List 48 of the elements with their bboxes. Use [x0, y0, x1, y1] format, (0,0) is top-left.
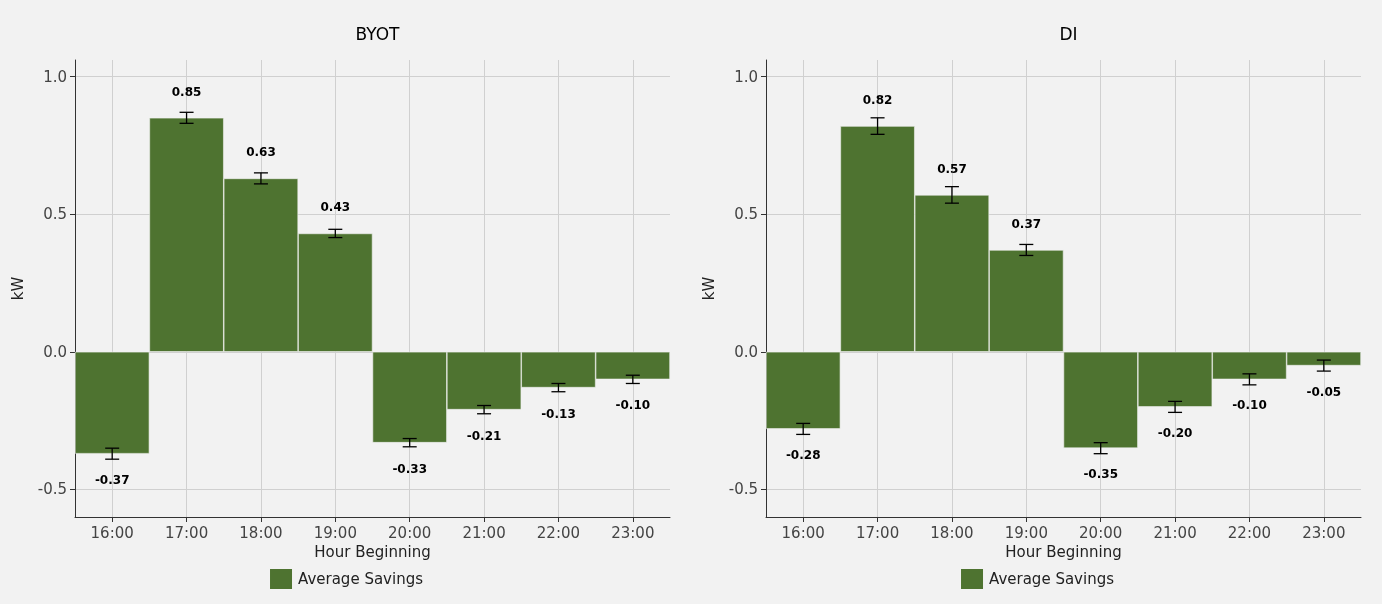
x-tick-label: 23:00: [1302, 523, 1346, 542]
data-label: -0.13: [541, 406, 576, 421]
x-tick-label: 19:00: [313, 523, 357, 542]
data-label: -0.21: [466, 428, 502, 443]
y-tick-label: 1.0: [734, 67, 758, 86]
y-axis-title: kW: [699, 276, 718, 301]
x-axis-title: Hour Beginning: [1005, 543, 1122, 562]
y-tick-label: 0.0: [734, 342, 758, 361]
data-label: -0.20: [1157, 425, 1193, 440]
x-tick-label: 19:00: [1004, 523, 1048, 542]
y-tick-label: 0.0: [43, 342, 67, 361]
x-tick-label: 17:00: [855, 523, 900, 542]
data-label: -0.10: [1232, 398, 1267, 413]
x-tick-label: 18:00: [239, 523, 283, 542]
x-axis-title: Hour Beginning: [314, 543, 431, 562]
data-label: 0.82: [862, 93, 893, 108]
data-label: 0.37: [1011, 216, 1042, 231]
x-tick-label: 21:00: [462, 523, 506, 542]
x-tick-label: 22:00: [536, 523, 581, 542]
x-tick-label: 23:00: [611, 523, 655, 542]
y-tick-label: 1.0: [43, 67, 67, 86]
y-axis-title: kW: [8, 276, 27, 301]
x-tick-label: 20:00: [1079, 523, 1123, 542]
y-tick-label: -0.5: [728, 480, 758, 499]
data-label: -0.37: [94, 472, 130, 487]
x-tick-label: 21:00: [1153, 523, 1197, 542]
legend-label: Average Savings: [298, 570, 424, 588]
data-label: 0.85: [171, 84, 202, 99]
x-tick-label: 22:00: [1227, 523, 1272, 542]
y-tick-label: 0.5: [43, 205, 67, 224]
data-label: -0.10: [615, 398, 651, 413]
chart-title: DI: [1059, 23, 1078, 44]
data-label: 0.43: [320, 200, 351, 215]
data-label: -0.28: [785, 447, 821, 462]
x-tick-label: 17:00: [164, 523, 209, 542]
data-label: 0.63: [246, 145, 276, 160]
data-label: -0.05: [1306, 384, 1342, 399]
data-label: -0.35: [1083, 467, 1118, 482]
x-tick-label: 16:00: [90, 523, 134, 542]
y-tick-label: -0.5: [37, 480, 67, 499]
x-tick-label: 18:00: [930, 523, 974, 542]
chart-title: BYOT: [355, 23, 401, 44]
legend-label: Average Savings: [989, 570, 1115, 588]
x-tick-label: 20:00: [388, 523, 432, 542]
data-label: -0.33: [392, 461, 427, 476]
data-label: 0.57: [937, 161, 967, 176]
y-tick-label: 0.5: [734, 205, 758, 224]
x-tick-label: 16:00: [781, 523, 825, 542]
